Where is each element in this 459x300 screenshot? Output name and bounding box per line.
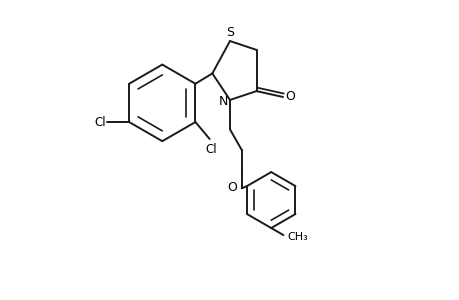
Text: O: O [285, 91, 295, 103]
Text: O: O [227, 181, 237, 194]
Text: Cl: Cl [94, 116, 106, 128]
Text: N: N [218, 95, 228, 108]
Text: Cl: Cl [205, 143, 217, 156]
Text: S: S [225, 26, 234, 39]
Text: CH₃: CH₃ [286, 232, 307, 242]
